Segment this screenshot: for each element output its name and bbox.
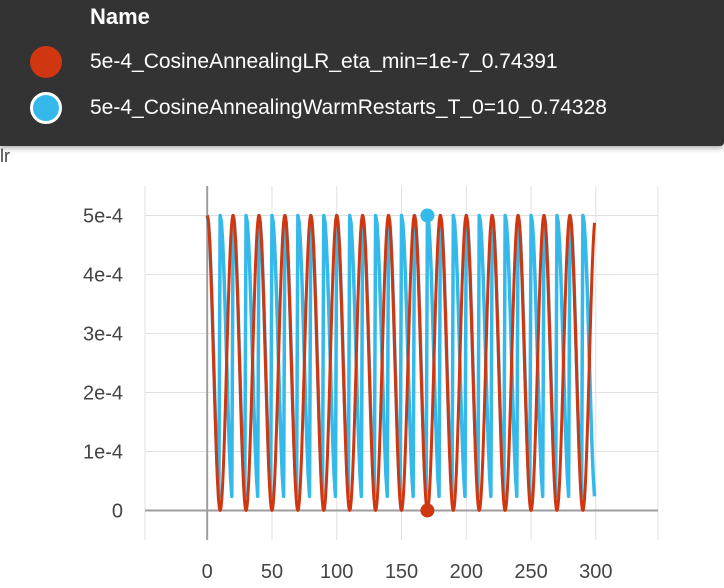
tooltip-series-name: 5e-4_CosineAnnealingLR_eta_min=1e-7_0.74… — [90, 50, 558, 73]
tooltip-header: Name — [90, 4, 150, 29]
tooltip-row-warm-restarts: 5e-4_CosineAnnealingWarmRestarts_T_0=10_… — [0, 88, 724, 132]
x-tick-label: 250 — [514, 561, 547, 583]
tooltip-series-name: 5e-4_CosineAnnealingWarmRestarts_T_0=10_… — [90, 96, 607, 119]
hover-tooltip: Name 5e-4_CosineAnnealingLR_eta_min=1e-7… — [0, 0, 724, 146]
series-color-dot — [30, 46, 62, 78]
series-line-warm-restarts — [205, 213, 597, 499]
y-tick-label: 5e-4 — [83, 206, 123, 228]
hover-point-warm-restarts — [420, 208, 435, 223]
series-line-cosine-annealing — [205, 214, 597, 512]
x-tick-label: 300 — [579, 561, 612, 583]
x-tick-label: 0 — [202, 561, 213, 583]
x-tick-label: 200 — [450, 561, 483, 583]
tooltip-row-cosine-annealing: 5e-4_CosineAnnealingLR_eta_min=1e-7_0.74… — [0, 42, 724, 86]
x-tick-label: 50 — [261, 561, 283, 583]
y-tick-label: 1e-4 — [83, 442, 123, 464]
series-color-dot — [30, 92, 62, 124]
card-title-fragment: lr — [0, 146, 10, 166]
y-tick-label: 2e-4 — [83, 383, 123, 405]
x-tick-label: 150 — [385, 561, 418, 583]
y-tick-label: 0 — [112, 501, 123, 523]
y-tick-label: 4e-4 — [83, 265, 123, 287]
y-tick-label: 3e-4 — [83, 324, 123, 346]
x-tick-label: 100 — [320, 561, 353, 583]
hover-point-cosine-annealing — [420, 503, 435, 518]
